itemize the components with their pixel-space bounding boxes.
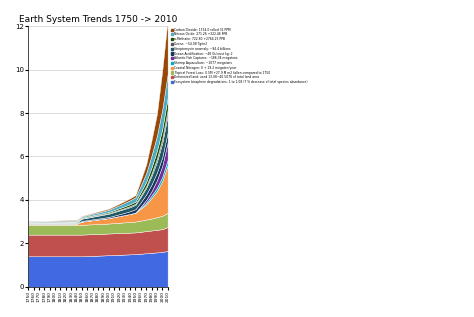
Legend: Carbon Dioxide: 1754.0 rolled 31 PPM, Nitrous Oxide: 271.26 +322.46 PPB, a-Metha: Carbon Dioxide: 1754.0 rolled 31 PPM, Ni… [171, 28, 308, 84]
Title: Earth System Trends 1750 -> 2010: Earth System Trends 1750 -> 2010 [18, 15, 177, 24]
